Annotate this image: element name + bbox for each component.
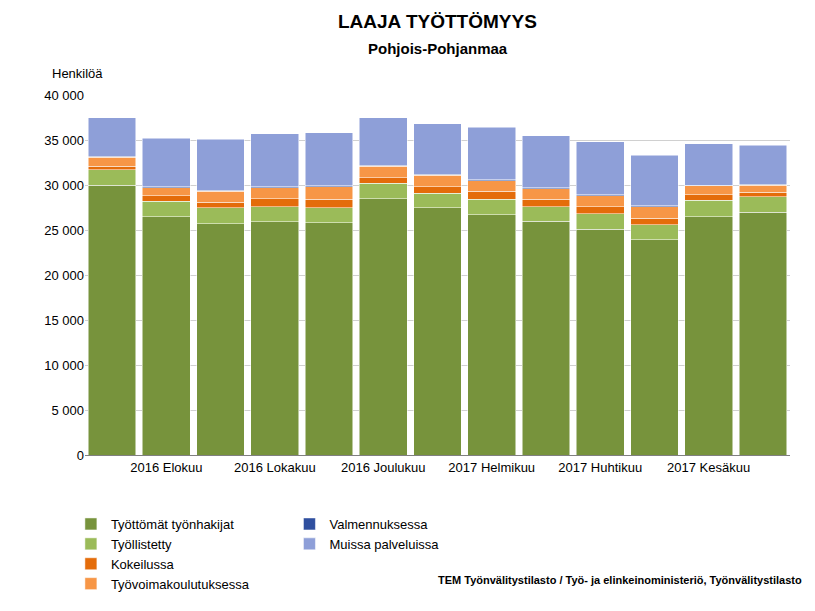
svg-text:LAAJA TYÖTTÖMYYS: LAAJA TYÖTTÖMYYS xyxy=(338,11,537,32)
svg-text:40 000: 40 000 xyxy=(44,88,84,103)
svg-text:2017 Helmikuu: 2017 Helmikuu xyxy=(448,460,535,475)
svg-text:Työllistetty: Työllistetty xyxy=(111,537,172,552)
svg-text:TEM Työnvälitystilasto / Työ-: TEM Työnvälitystilasto / Työ- ja elinkei… xyxy=(438,574,802,586)
svg-text:2017 Kesäkuu: 2017 Kesäkuu xyxy=(667,460,750,475)
svg-text:0: 0 xyxy=(77,448,84,463)
svg-text:Henkilöä: Henkilöä xyxy=(52,66,103,81)
svg-text:2016 Elokuu: 2016 Elokuu xyxy=(130,460,202,475)
svg-text:10 000: 10 000 xyxy=(44,358,84,373)
svg-text:25 000: 25 000 xyxy=(44,223,84,238)
svg-text:20 000: 20 000 xyxy=(44,268,84,283)
svg-text:Työttömät työnhakijat: Työttömät työnhakijat xyxy=(111,517,234,532)
svg-text:Valmennuksessa: Valmennuksessa xyxy=(329,517,428,532)
svg-text:30 000: 30 000 xyxy=(44,178,84,193)
svg-text:15 000: 15 000 xyxy=(44,313,84,328)
svg-text:Työvoimakoulutuksessa: Työvoimakoulutuksessa xyxy=(111,577,250,592)
svg-text:2016 Joulukuu: 2016 Joulukuu xyxy=(341,460,426,475)
svg-text:Muissa palveluissa: Muissa palveluissa xyxy=(329,537,439,552)
svg-text:Pohjois-Pohjanmaa: Pohjois-Pohjanmaa xyxy=(368,40,508,57)
svg-text:Kokeilussa: Kokeilussa xyxy=(111,557,175,572)
svg-text:2017 Huhtikuu: 2017 Huhtikuu xyxy=(558,460,642,475)
svg-text:35 000: 35 000 xyxy=(44,133,84,148)
svg-text:5 000: 5 000 xyxy=(51,403,84,418)
svg-text:2016 Lokakuu: 2016 Lokakuu xyxy=(234,460,316,475)
